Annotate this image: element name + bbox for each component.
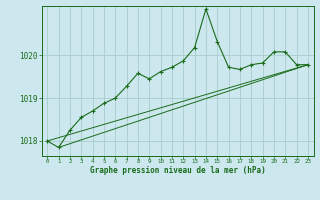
X-axis label: Graphe pression niveau de la mer (hPa): Graphe pression niveau de la mer (hPa) [90, 166, 266, 175]
